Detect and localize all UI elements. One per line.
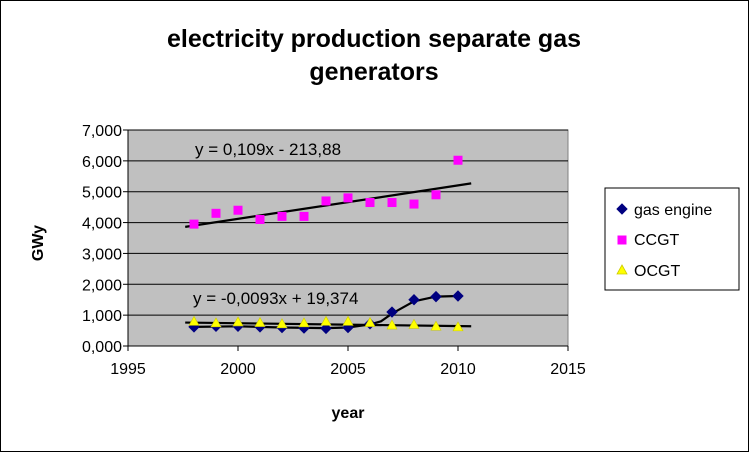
plot-area: [127, 129, 569, 347]
data-point-ccgt: [277, 211, 287, 221]
axis-layer: 0,000 1,000 2,000 3,000 4,000 5,000 6,000 7,000…: [82, 123, 586, 378]
data-point-ocgt: [386, 319, 398, 330]
data-point-ccgt: [211, 208, 221, 218]
legend-marker-ocgt: [616, 264, 628, 275]
x-axis-label: year: [332, 405, 365, 422]
legend-marker-ccgt: [617, 235, 627, 245]
x-tick-label: 2005: [330, 361, 366, 378]
data-point-ocgt: [298, 317, 310, 328]
y-tick-label: 3,000: [82, 246, 122, 263]
data-point-gas-engine: [452, 290, 464, 302]
data-point-ocgt: [254, 316, 266, 327]
data-point-ccgt: [233, 205, 243, 215]
legend: gas engine CCGT OCGT: [604, 187, 740, 291]
data-point-gas-engine: [430, 290, 442, 303]
trendline-equation-ocgt: y = -0,0093x + 19,374: [193, 289, 358, 308]
x-tick-label: 1995: [110, 361, 146, 378]
data-point-ocgt: [452, 321, 464, 332]
data-point-ocgt: [232, 316, 244, 327]
x-tick-label: 2010: [440, 361, 476, 378]
legend-label-ocgt: OCGT: [634, 263, 680, 280]
legend-marker-gas-engine: [616, 203, 628, 215]
chart-title-line1: electricity production separate gas: [167, 25, 581, 53]
x-tick-label: 2015: [550, 361, 586, 378]
data-point-ocgt: [276, 318, 288, 329]
data-point-gas-engine: [320, 322, 332, 335]
data-point-ccgt: [431, 190, 441, 200]
data-point-ccgt: [365, 198, 375, 208]
data-point-ccgt: [321, 196, 331, 206]
data-point-ccgt: [387, 198, 397, 208]
y-tick-label: 6,000: [82, 154, 122, 171]
grid-layer: [128, 129, 568, 316]
data-point-ocgt: [320, 315, 332, 326]
data-point-ccgt: [189, 219, 199, 229]
y-axis-label: GWy: [30, 225, 47, 261]
data-point-ocgt: [188, 315, 200, 326]
data-point-ccgt: [255, 214, 265, 224]
y-tick-label: 5,000: [82, 185, 122, 202]
y-tick-label: 7,000: [82, 123, 122, 140]
data-point-ocgt: [408, 318, 420, 329]
data-point-ocgt: [430, 320, 442, 331]
marker-layer: [188, 155, 464, 335]
data-point-ocgt: [342, 315, 354, 326]
legend-box: [604, 187, 740, 291]
data-point-ccgt: [343, 193, 353, 203]
x-tick-label: 2000: [220, 361, 256, 378]
data-point-ccgt: [299, 211, 309, 221]
data-point-ccgt: [409, 199, 419, 209]
data-point-ocgt: [364, 316, 376, 327]
chart-title-line2: generators: [309, 58, 438, 86]
y-tick-label: 0,000: [82, 339, 122, 356]
data-point-ccgt: [453, 155, 463, 165]
data-point-gas-engine: [386, 306, 398, 318]
trendline-equation-ccgt: y = 0,109x - 213,88: [195, 140, 341, 159]
y-tick-label: 4,000: [82, 216, 122, 233]
data-point-ocgt: [210, 317, 222, 328]
legend-label-gas-engine: gas engine: [634, 202, 712, 219]
legend-label-ccgt: CCGT: [634, 232, 680, 249]
data-point-gas-engine: [408, 294, 420, 306]
y-tick-label: 2,000: [82, 277, 122, 294]
y-tick-label: 1,000: [82, 308, 122, 325]
